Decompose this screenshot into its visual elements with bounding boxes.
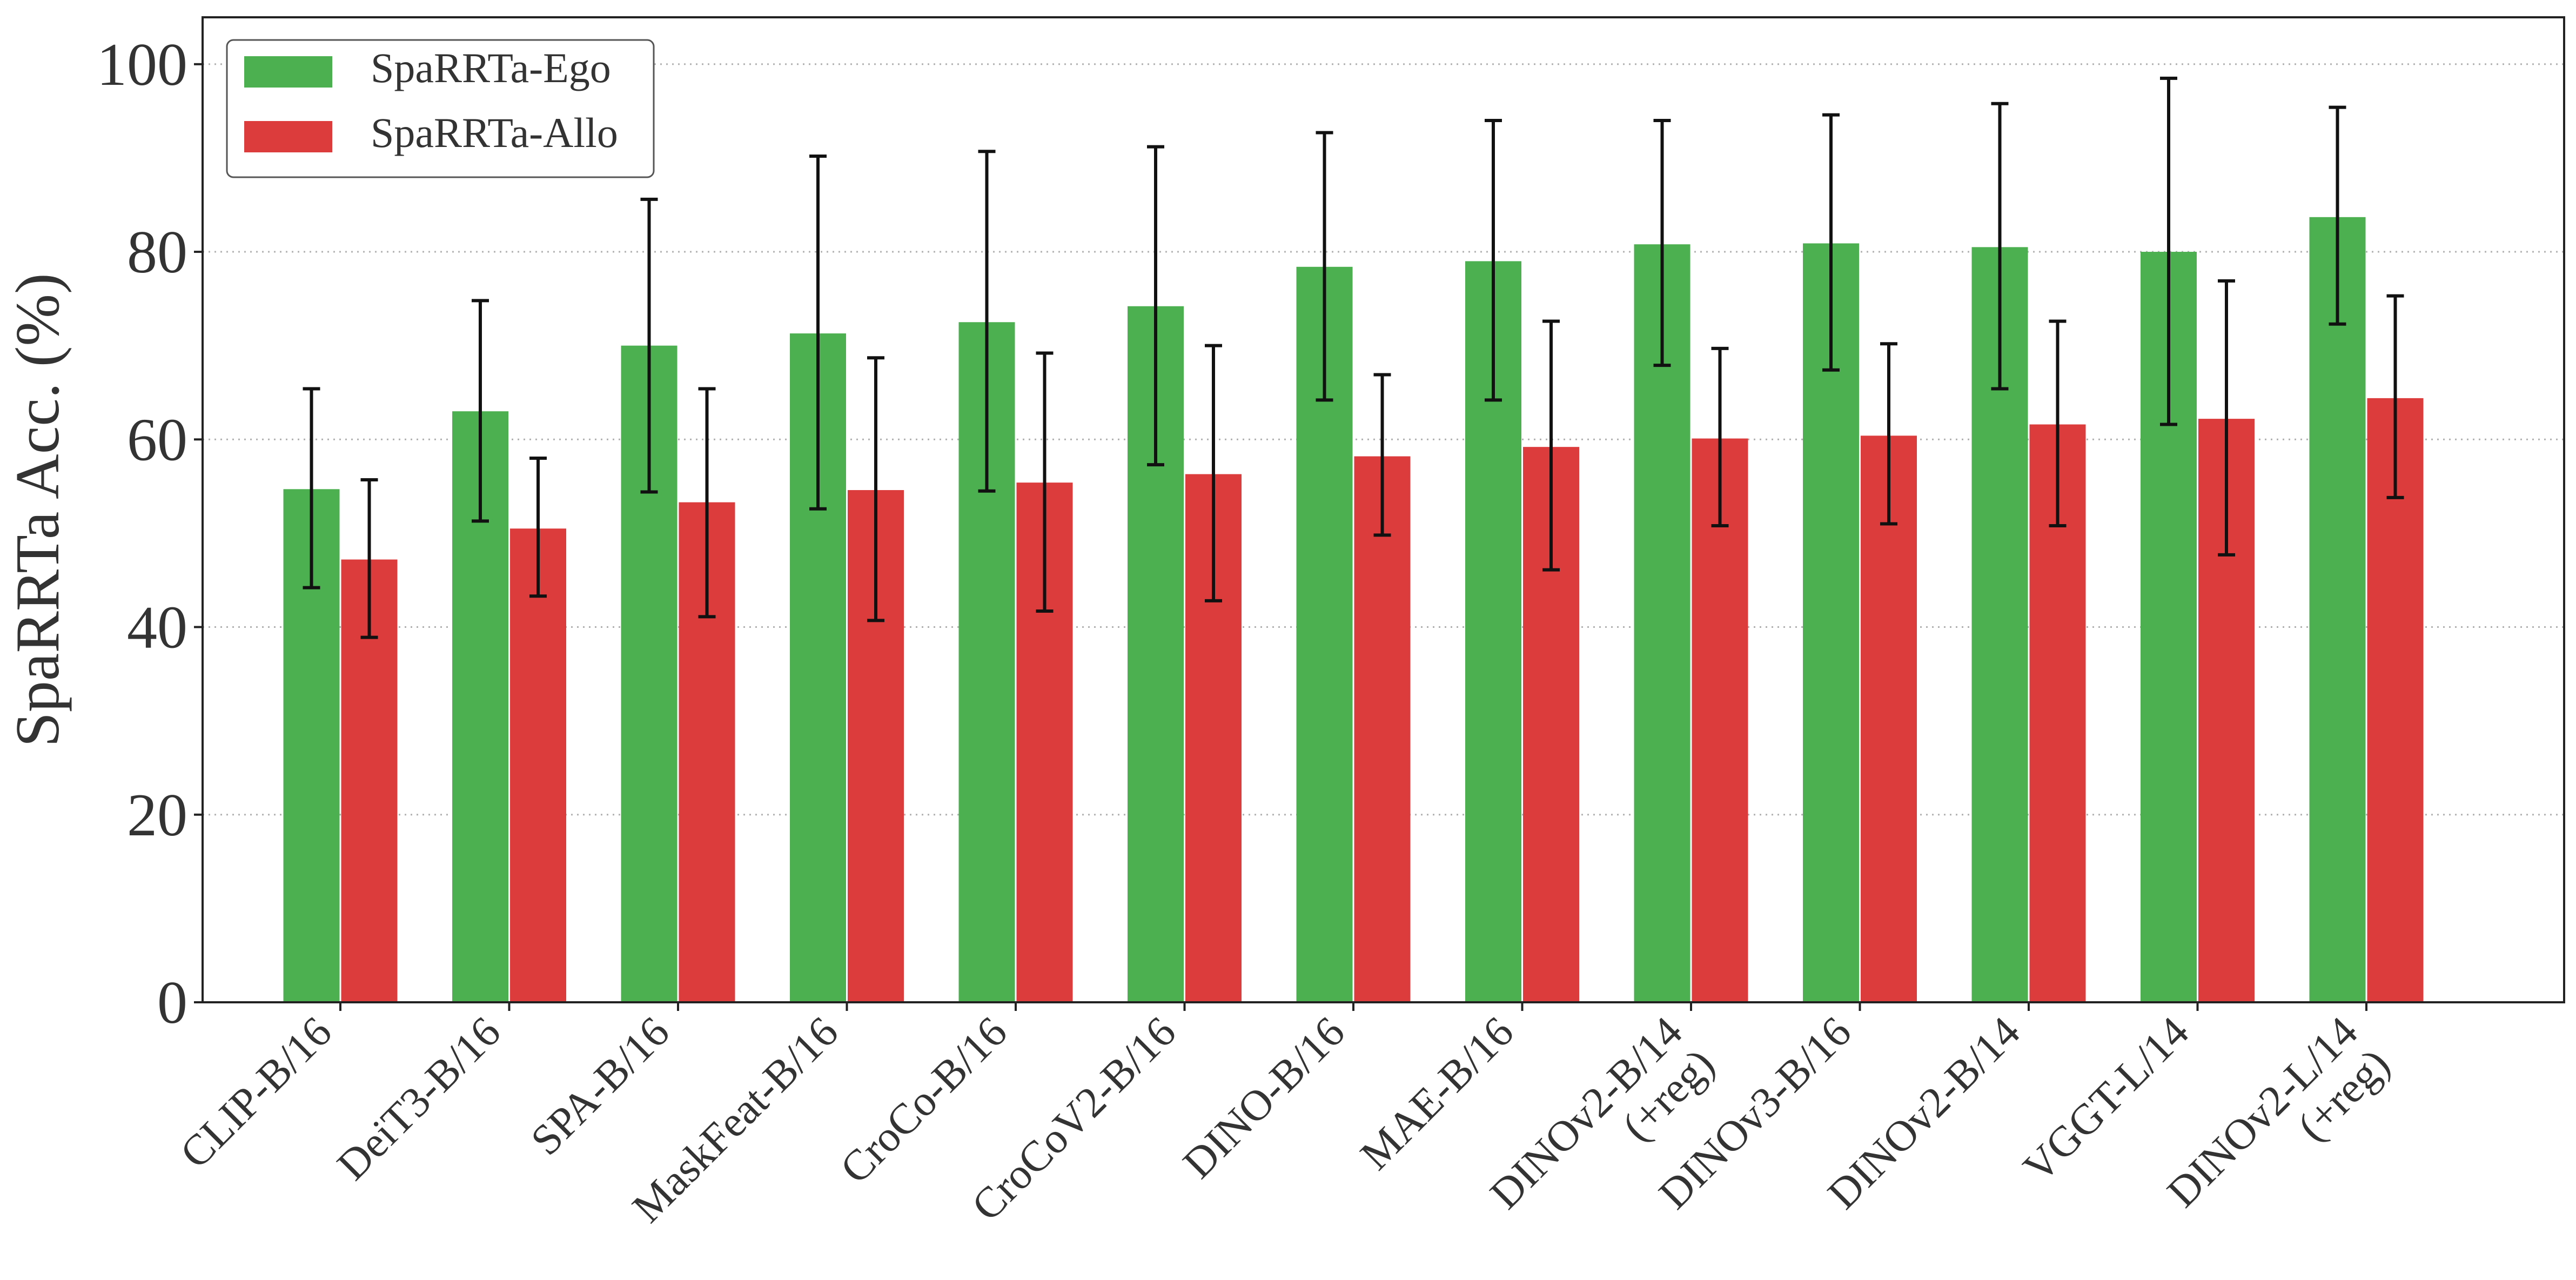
- legend: SpaRRTa-Ego SpaRRTa-Allo: [226, 39, 655, 178]
- y-tick-label: 80: [127, 219, 187, 286]
- x-tick-label-line: SPA-B/16: [522, 1008, 679, 1165]
- x-tick-label-line: MAE-B/16: [1351, 1008, 1522, 1180]
- x-tick-label-line: DINO-B/16: [1174, 1008, 1353, 1188]
- error-bars: [303, 76, 2404, 639]
- bar-allo: [1354, 456, 1411, 1002]
- x-tick-label: MAE-B/16: [1351, 1008, 1522, 1180]
- y-tick-label: 100: [97, 31, 187, 98]
- x-tick-label-line: CroCo-B/16: [831, 1008, 1016, 1193]
- y-tick-label: 20: [127, 782, 187, 849]
- y-tick-label: 60: [127, 406, 187, 473]
- x-tick-label: SPA-B/16: [522, 1008, 679, 1165]
- legend-label: SpaRRTa-Ego: [371, 44, 611, 91]
- y-tick-label: 40: [127, 594, 187, 661]
- x-tick-label-line: DeiT3-B/16: [328, 1008, 510, 1190]
- bar-ego: [2309, 217, 2366, 1002]
- y-axis: 0 20 40 60 80 100: [97, 31, 203, 1036]
- bar-allo: [510, 528, 566, 1002]
- plot-frame: [202, 16, 2565, 1003]
- legend-box: [226, 39, 655, 178]
- y-axis-label: SpaRRTa Acc. (%): [3, 273, 72, 747]
- x-tick-label: DINO-B/16: [1174, 1008, 1353, 1188]
- x-tick-label-line: CLIP-B/16: [171, 1008, 341, 1178]
- x-tick-label: CLIP-B/16: [171, 1008, 341, 1178]
- x-tick-label: DeiT3-B/16: [328, 1008, 510, 1190]
- bars: [283, 217, 2424, 1003]
- y-tick-label: 0: [157, 969, 187, 1036]
- bar-allo: [1692, 438, 1748, 1002]
- bar-ego: [1634, 244, 1691, 1002]
- legend-swatch: [244, 121, 332, 152]
- legend-swatch: [244, 56, 332, 88]
- x-tick-label: CroCo-B/16: [831, 1008, 1016, 1193]
- x-tick-label: VGGT-L/14: [2014, 1008, 2198, 1192]
- x-tick-label-line: VGGT-L/14: [2014, 1008, 2198, 1192]
- legend-label: SpaRRTa-Allo: [371, 109, 618, 156]
- bar-allo: [1861, 435, 1917, 1002]
